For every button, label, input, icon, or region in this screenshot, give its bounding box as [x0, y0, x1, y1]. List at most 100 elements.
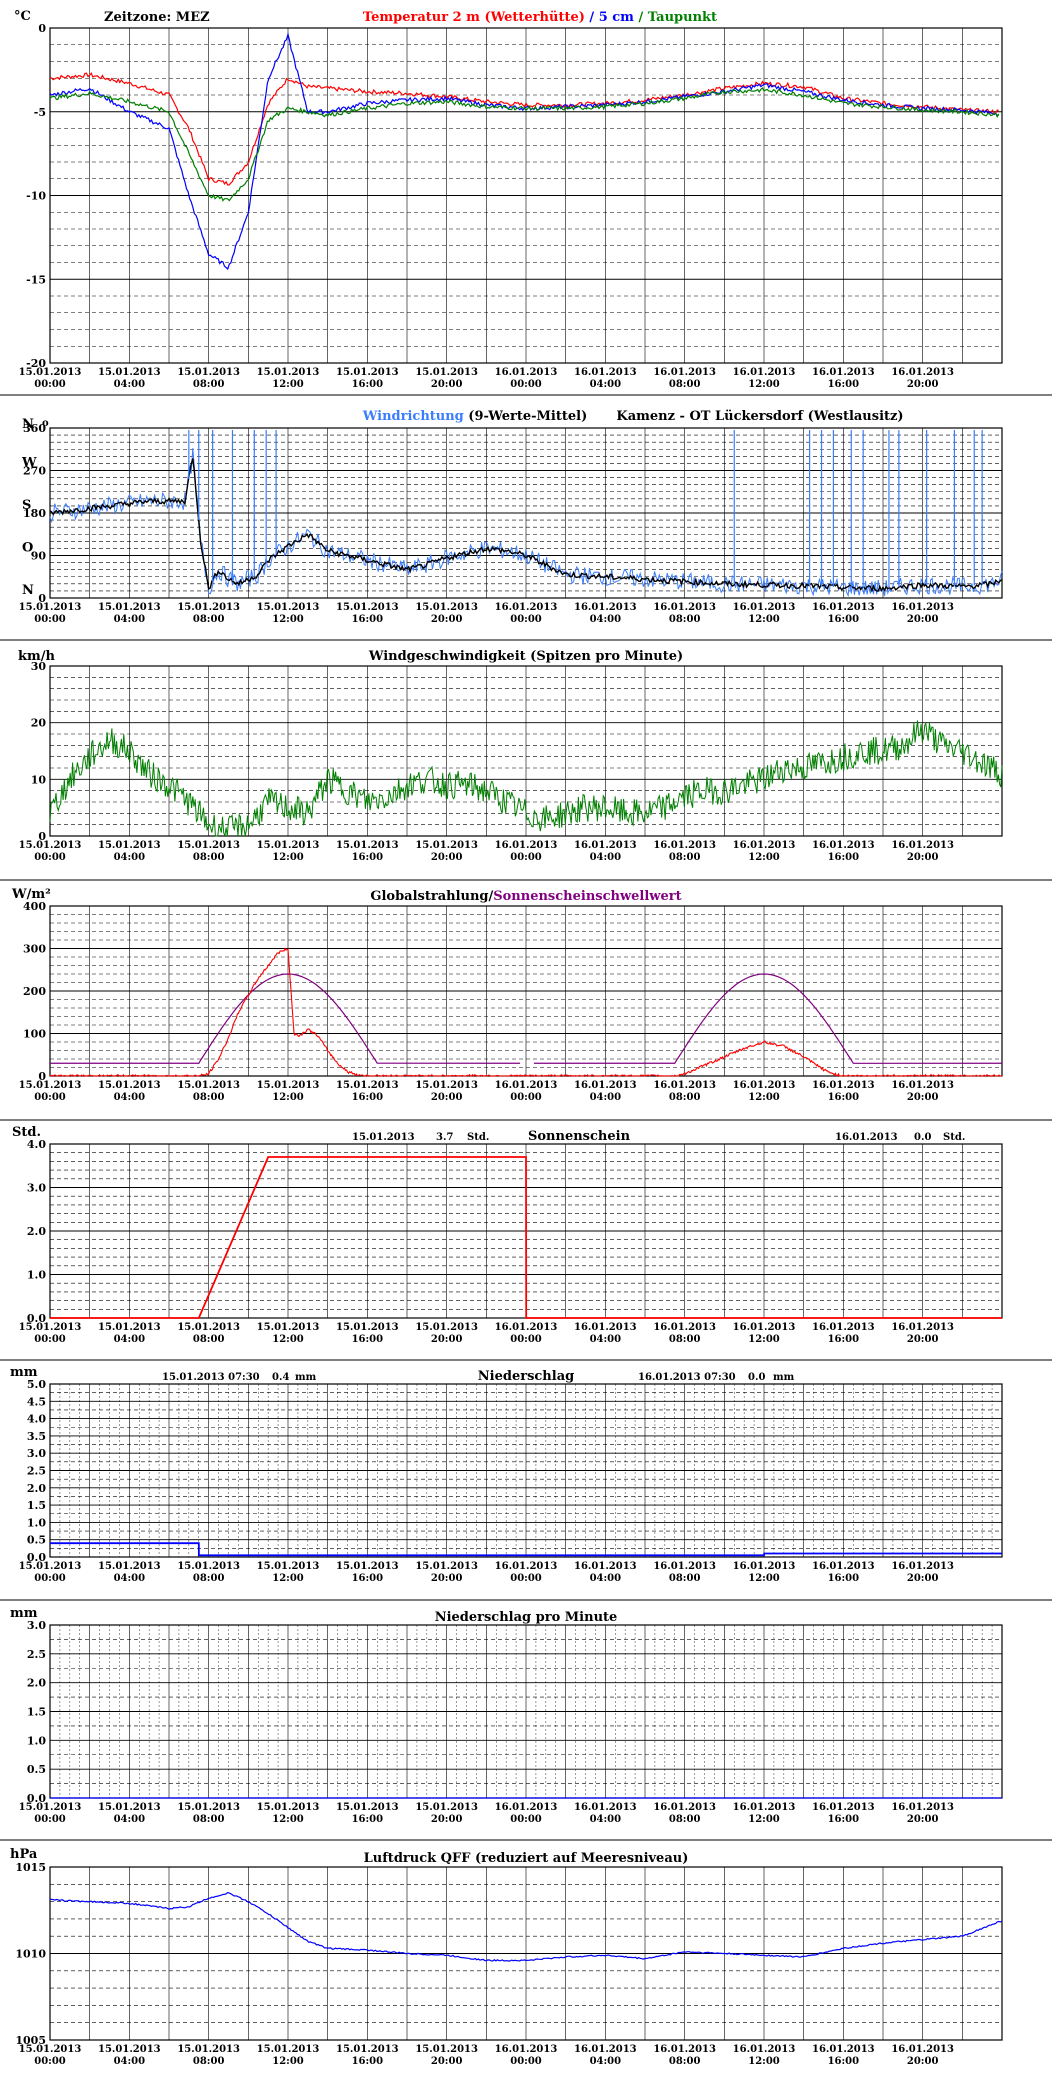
direction-label: S	[22, 498, 31, 513]
timezone-label: Zeitzone: MEZ	[104, 10, 210, 25]
x-tick-time: 04:00	[590, 1334, 622, 1345]
plot-frame	[49, 665, 1003, 837]
x-tick-time: 20:00	[431, 614, 463, 625]
x-tick-time: 12:00	[272, 2056, 304, 2067]
sum-date-day1: 15.01.2013	[352, 1132, 415, 1143]
x-tick-date: 15.01.2013	[177, 1080, 240, 1091]
x-tick-time: 20:00	[907, 1814, 939, 1825]
x-tick-date: 16.01.2013	[653, 602, 716, 613]
x-tick-date: 16.01.2013	[574, 1802, 637, 1813]
x-tick-date: 15.01.2013	[336, 367, 399, 378]
x-tick-date: 15.01.2013	[177, 367, 240, 378]
x-tick-time: 12:00	[272, 852, 304, 863]
plot-frame	[49, 1383, 1003, 1558]
y-tick-label: 1005	[15, 2034, 46, 2047]
x-tick-date: 15.01.2013	[177, 1322, 240, 1333]
precipitation-line	[50, 1542, 1002, 1557]
x-tick-date: 16.01.2013	[574, 602, 637, 613]
global-radiation-line	[49, 947, 1002, 1077]
x-tick-date: 16.01.2013	[653, 367, 716, 378]
chart-title: Niederschlag pro Minute	[435, 1610, 618, 1625]
x-tick-date: 16.01.2013	[733, 602, 796, 613]
y-tick-label: 2.5	[27, 1648, 46, 1661]
y-tick-label: 4.5	[27, 1395, 46, 1408]
x-tick-time: 12:00	[272, 379, 304, 390]
x-tick-time: 00:00	[510, 1573, 542, 1584]
x-tick-time: 12:00	[272, 1814, 304, 1825]
x-tick-time: 00:00	[34, 1092, 66, 1103]
x-tick-date: 15.01.2013	[98, 1080, 161, 1091]
x-tick-time: 12:00	[748, 379, 780, 390]
y-tick-label: 0.5	[27, 1763, 46, 1776]
x-tick-date: 15.01.2013	[98, 1802, 161, 1813]
y-tick-label: 0.0	[27, 1312, 46, 1325]
x-tick-date: 15.01.2013	[19, 602, 82, 613]
y-tick-label: 1.0	[27, 1734, 46, 1747]
x-tick-time: 08:00	[669, 1092, 701, 1103]
x-tick-time: 16:00	[352, 614, 384, 625]
sum-value-day1: 0.4	[272, 1372, 289, 1383]
y-tick-label: 20	[31, 717, 47, 730]
panel-7: 3.02.52.01.51.00.50.015.01.201300:0015.0…	[0, 1619, 1052, 1841]
x-tick-date: 16.01.2013	[733, 840, 796, 851]
x-tick-date: 15.01.2013	[98, 1561, 161, 1572]
x-tick-date: 15.01.2013	[19, 367, 82, 378]
panel-1: 0-5-10-15-2015.01.201300:0015.01.201304:…	[0, 22, 1052, 396]
x-tick-date: 16.01.2013	[891, 1080, 954, 1091]
y-tick-label: 0	[38, 830, 46, 843]
y-unit-label: mm	[10, 1606, 38, 1621]
pressure-line	[49, 1891, 1003, 1962]
x-tick-date: 15.01.2013	[177, 1561, 240, 1572]
x-tick-date: 16.01.2013	[891, 840, 954, 851]
x-tick-time: 08:00	[669, 1814, 701, 1825]
sum-unit-day1: Std.	[467, 1132, 489, 1143]
x-tick-time: 08:00	[669, 614, 701, 625]
y-tick-label: 4.0	[27, 1413, 46, 1426]
x-tick-time: 20:00	[431, 1092, 463, 1103]
x-tick-time: 16:00	[828, 1334, 860, 1345]
legend-global-radiation: Globalstrahlung/	[370, 889, 493, 904]
y-tick-label: 270	[23, 465, 46, 478]
direction-label: N	[22, 417, 34, 432]
x-tick-date: 16.01.2013	[891, 1802, 954, 1813]
x-tick-date: 16.01.2013	[574, 1561, 637, 1572]
x-tick-date: 16.01.2013	[733, 2044, 796, 2055]
y-tick-label: 1.5	[27, 1499, 46, 1512]
x-tick-date: 16.01.2013	[495, 1080, 558, 1091]
y-unit-label: mm	[10, 1365, 38, 1380]
direction-label: W	[21, 456, 37, 471]
y-tick-label: 0.0	[27, 1792, 46, 1805]
x-tick-date: 16.01.2013	[495, 1322, 558, 1333]
legend-average-note: (9-Werte-Mittel)	[464, 409, 587, 424]
y-tick-label: 100	[23, 1028, 46, 1041]
x-tick-date: 16.01.2013	[574, 2044, 637, 2055]
y-unit-label: °C	[14, 9, 31, 24]
x-tick-date: 15.01.2013	[415, 1802, 478, 1813]
x-tick-time: 08:00	[193, 1573, 225, 1584]
x-tick-time: 16:00	[828, 1573, 860, 1584]
chart-title: Luftdruck QFF (reduziert auf Meeresnivea…	[364, 1851, 689, 1866]
y-tick-label: 1015	[15, 1861, 46, 1874]
x-tick-time: 04:00	[590, 1814, 622, 1825]
x-tick-time: 04:00	[590, 2056, 622, 2067]
x-tick-time: 16:00	[352, 379, 384, 390]
chart-title: Windgeschwindigkeit (Spitzen pro Minute)	[368, 649, 683, 664]
x-tick-time: 00:00	[34, 1814, 66, 1825]
sum-date-day1: 15.01.2013 07:30	[162, 1372, 260, 1383]
x-tick-time: 04:00	[590, 379, 622, 390]
x-tick-date: 15.01.2013	[415, 602, 478, 613]
x-tick-time: 00:00	[34, 1573, 66, 1584]
y-tick-label: 1.0	[27, 1516, 46, 1529]
x-tick-time: 04:00	[114, 1334, 146, 1345]
y-tick-label: 3.0	[27, 1447, 46, 1460]
x-tick-time: 16:00	[828, 1814, 860, 1825]
sum-unit-day1: mm	[295, 1372, 317, 1383]
x-tick-date: 15.01.2013	[19, 1561, 82, 1572]
y-tick-label: 4.0	[27, 1138, 46, 1151]
legend-separator: /	[585, 10, 599, 25]
x-tick-time: 12:00	[748, 1573, 780, 1584]
y-tick-label: 0.5	[27, 1534, 46, 1547]
x-tick-date: 15.01.2013	[336, 840, 399, 851]
x-tick-time: 20:00	[431, 1814, 463, 1825]
